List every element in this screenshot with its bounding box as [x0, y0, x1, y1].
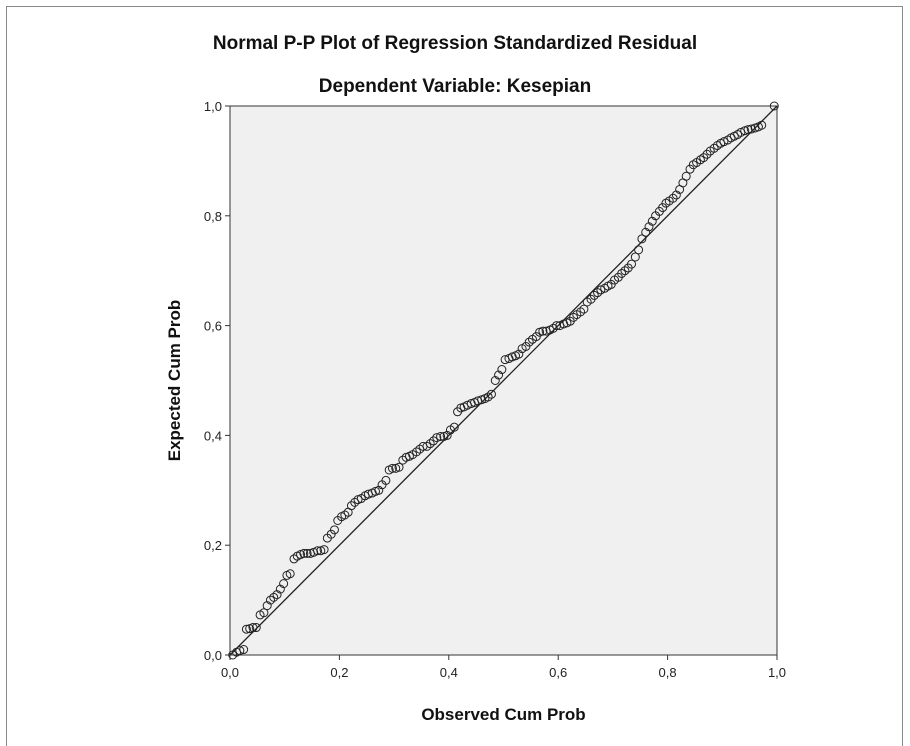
reference-line: [229, 105, 778, 656]
data-point: [620, 266, 630, 276]
data-point: [387, 463, 397, 473]
data-point: [251, 623, 261, 633]
x-tick-label: 1,0: [768, 665, 786, 680]
x-tick-label: 0,8: [659, 665, 677, 680]
data-point: [394, 462, 404, 472]
data-point: [671, 190, 681, 200]
data-point: [428, 436, 438, 446]
data-point: [644, 222, 654, 232]
data-point: [494, 370, 504, 380]
data-point: [641, 227, 651, 237]
data-point: [275, 584, 285, 594]
data-point: [709, 143, 719, 153]
x-tick-label: 0,6: [549, 665, 567, 680]
data-point: [374, 485, 384, 495]
data-point: [702, 149, 712, 159]
chart-subtitle: Dependent Variable: Kesepian: [318, 76, 592, 97]
data-point: [299, 548, 309, 558]
data-point: [279, 579, 289, 589]
data-point: [381, 475, 391, 485]
y-tick-label: 0,2: [204, 538, 222, 553]
y-tick-label: 0,4: [204, 428, 222, 443]
data-point: [637, 234, 647, 244]
data-point: [634, 245, 644, 255]
data-point: [259, 608, 269, 618]
data-point: [668, 193, 678, 203]
data-point: [340, 510, 350, 520]
data-point: [269, 592, 279, 602]
data-point: [769, 101, 779, 111]
data-point: [757, 120, 767, 130]
data-point: [398, 455, 408, 465]
data-point: [483, 392, 493, 402]
data-point: [449, 422, 459, 432]
data-point: [593, 288, 603, 298]
data-point: [647, 216, 657, 226]
data-point: [490, 376, 500, 385]
x-tick-label: 0,0: [221, 665, 239, 680]
data-point: [329, 525, 339, 535]
data-point: [436, 431, 446, 441]
chart-title: Normal P-P Plot of Regression Standardiz…: [212, 33, 698, 54]
data-point: [617, 268, 627, 278]
data-point: [239, 645, 249, 655]
data-point: [272, 590, 282, 600]
data-point: [569, 312, 579, 322]
chart-frame: [6, 6, 903, 746]
data-point: [486, 389, 496, 399]
data-point: [576, 307, 586, 317]
data-point: [265, 595, 275, 605]
data-point: [626, 259, 636, 269]
y-axis-label: Expected Cum Prob: [165, 300, 184, 462]
data-point: [248, 623, 258, 633]
data-point: [350, 497, 360, 507]
axis-ticks: 0,0 0,2 0,4 0,6 0,8 1,0 0,0 0,2 0,4 0,6 0,8 1,0: [204, 99, 786, 680]
data-point: [552, 321, 562, 331]
data-point: [497, 365, 507, 375]
y-tick-label: 0,8: [204, 209, 222, 224]
data-point: [313, 546, 323, 556]
data-point: [241, 624, 251, 634]
data-point: [699, 153, 709, 163]
data-point: [589, 290, 599, 300]
data-point: [289, 554, 299, 564]
data-point: [412, 447, 422, 457]
data-point: [579, 304, 589, 314]
x-tick-label: 0,2: [330, 665, 348, 680]
y-tick-label: 1,0: [204, 99, 222, 114]
data-point: [743, 125, 753, 135]
x-axis-label: Observed Cum Prob: [421, 705, 585, 724]
data-point: [346, 501, 356, 511]
data-point: [514, 349, 524, 359]
data-point: [432, 433, 442, 443]
data-point: [524, 337, 534, 347]
data-point: [538, 326, 548, 336]
data-point: [262, 601, 272, 611]
data-point: [442, 430, 452, 440]
data-point: [235, 646, 245, 656]
data-point: [630, 252, 640, 262]
data-point: [285, 569, 295, 579]
data-point: [302, 548, 312, 558]
data-point: [422, 441, 432, 451]
y-tick-label: 0,6: [204, 319, 222, 334]
data-point: [319, 545, 329, 555]
y-tick-label: 0,0: [204, 648, 222, 663]
x-tick-label: 0,4: [440, 665, 458, 680]
data-point: [425, 439, 435, 449]
data-points: [228, 101, 779, 660]
data-point: [681, 171, 691, 181]
